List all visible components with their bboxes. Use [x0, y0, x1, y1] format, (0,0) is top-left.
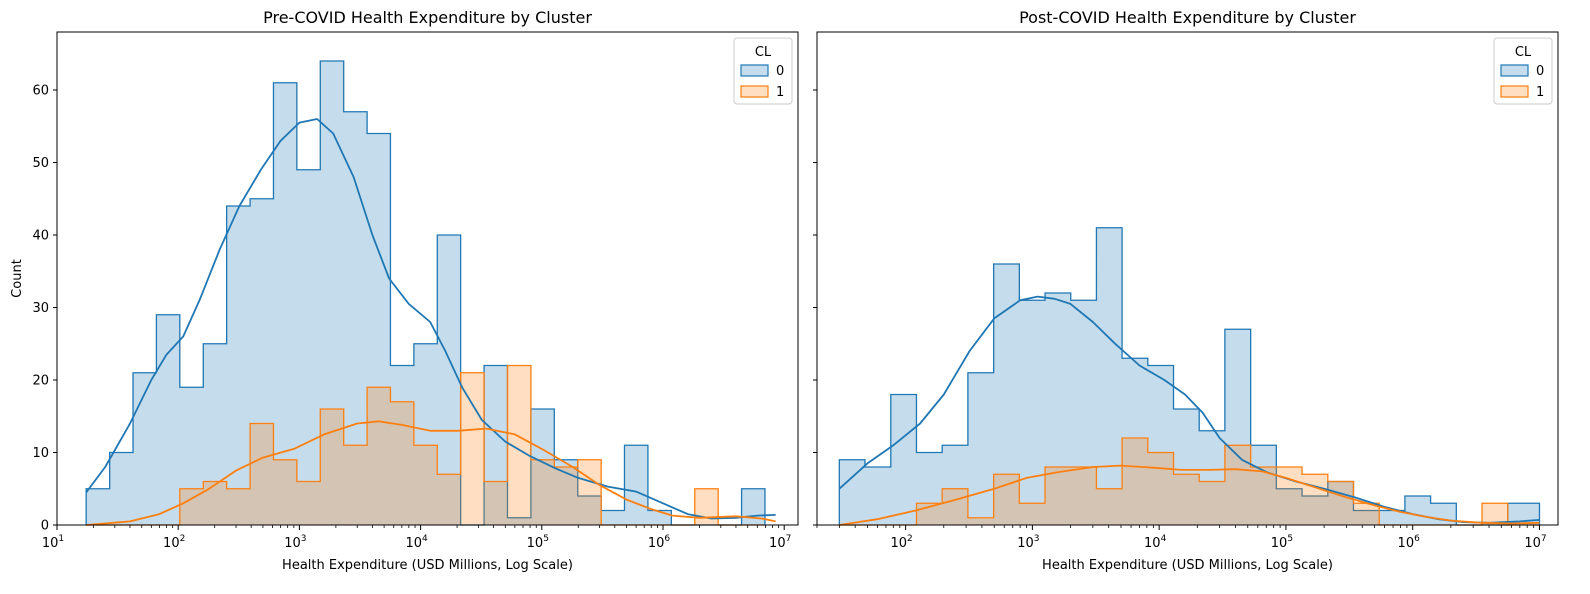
x-tick-exponent: 4	[1161, 534, 1167, 544]
x-tick-label: 105	[1271, 534, 1293, 551]
hist-fill-cluster-0	[839, 227, 1540, 525]
y-tick-label: 50	[32, 156, 49, 171]
y-tick-label: 10	[32, 446, 49, 461]
x-tick-label: 106	[1398, 534, 1421, 551]
x-tick-label: 101	[42, 534, 64, 551]
y-axis-label: Count	[10, 259, 25, 298]
hist-fill-cluster-0	[86, 61, 765, 525]
x-tick-label: 106	[648, 534, 671, 551]
x-tick-label: 104	[405, 534, 428, 551]
plot-frame	[816, 31, 1559, 526]
x-tick-exponent: 7	[1541, 534, 1547, 544]
y-tick-label: 40	[32, 229, 49, 244]
x-tick-label: 102	[163, 534, 185, 551]
legend-swatch-1	[1500, 85, 1529, 98]
legend-box	[733, 37, 793, 105]
x-tick-exponent: 2	[180, 534, 186, 544]
x-axis-label: Health Expenditure (USD Millions, Log Sc…	[1042, 558, 1333, 573]
kde-line-cluster-0	[85, 118, 776, 520]
legend: CL 0 1	[733, 37, 793, 105]
x-tick-exponent: 2	[907, 534, 913, 544]
x-tick-label: 102	[890, 534, 912, 551]
x-tick-label: 107	[769, 534, 791, 551]
legend-label-1: 1	[1536, 85, 1544, 100]
x-tick-exponent: 3	[1034, 534, 1040, 544]
x-tick-exponent: 7	[786, 534, 792, 544]
x-tick-exponent: 6	[664, 534, 670, 544]
x-tick-exponent: 5	[543, 534, 549, 544]
x-tick-exponent: 4	[422, 534, 428, 544]
plot-frame	[56, 31, 799, 526]
y-tick-label: 20	[32, 374, 49, 389]
legend-swatch-0	[740, 64, 769, 77]
x-tick-label: 103	[284, 534, 306, 551]
x-tick-label: 104	[1144, 534, 1167, 551]
legend-label-0: 0	[776, 64, 784, 79]
x-tick-label: 107	[1524, 534, 1546, 551]
x-tick-exponent: 1	[58, 534, 64, 544]
chart-title: Pre-COVID Health Expenditure by Cluster	[263, 8, 592, 27]
legend: CL 0 1	[1493, 37, 1553, 105]
hist-step-cluster-0	[85, 60, 766, 526]
x-tick-label: 103	[1017, 534, 1039, 551]
x-tick-label: 105	[527, 534, 549, 551]
x-tick-exponent: 6	[1414, 534, 1420, 544]
legend-label-1: 1	[776, 85, 784, 100]
kde-line-cluster-1	[86, 420, 776, 526]
x-tick-exponent: 5	[1287, 534, 1293, 544]
legend-label-0: 0	[1536, 64, 1544, 79]
y-tick-label: 30	[32, 301, 49, 316]
kde-line-cluster-1	[839, 464, 1540, 526]
legend-swatch-1	[740, 85, 769, 98]
y-tick-label: 60	[32, 84, 49, 99]
chart-title: Post-COVID Health Expenditure by Cluster	[1019, 8, 1356, 27]
x-axis-label: Health Expenditure (USD Millions, Log Sc…	[282, 558, 573, 573]
x-tick-exponent: 3	[301, 534, 307, 544]
legend-box	[1493, 37, 1553, 105]
legend-title: CL	[1515, 45, 1532, 60]
legend-swatch-0	[1500, 64, 1529, 77]
y-tick-label: 0	[41, 519, 49, 534]
legend-title: CL	[755, 45, 772, 60]
